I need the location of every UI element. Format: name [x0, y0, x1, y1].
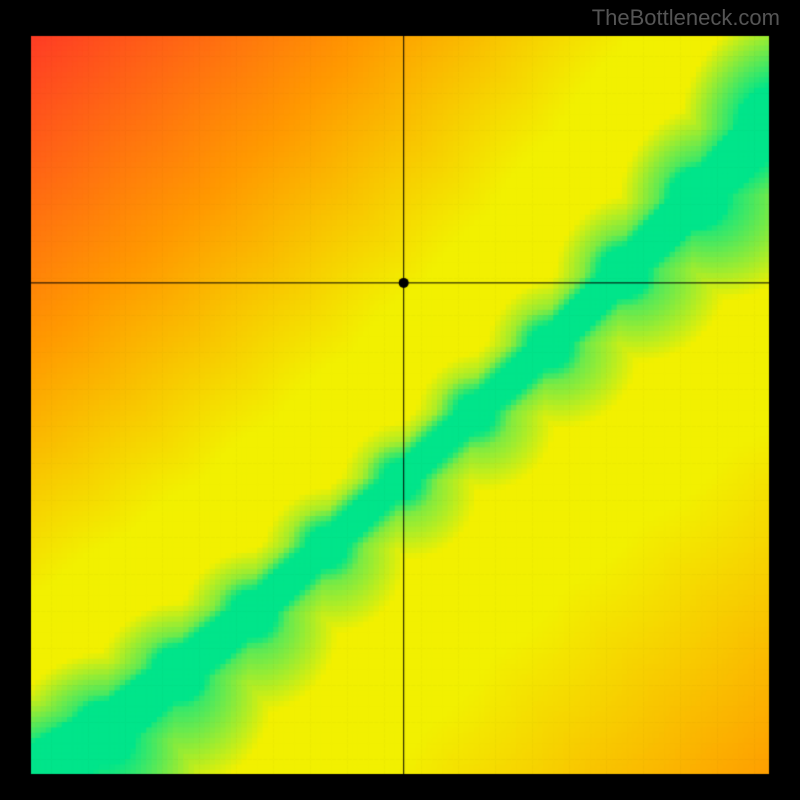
watermark-text: TheBottleneck.com — [592, 5, 780, 31]
bottleneck-heatmap — [0, 0, 800, 800]
heatmap-canvas — [0, 0, 800, 800]
